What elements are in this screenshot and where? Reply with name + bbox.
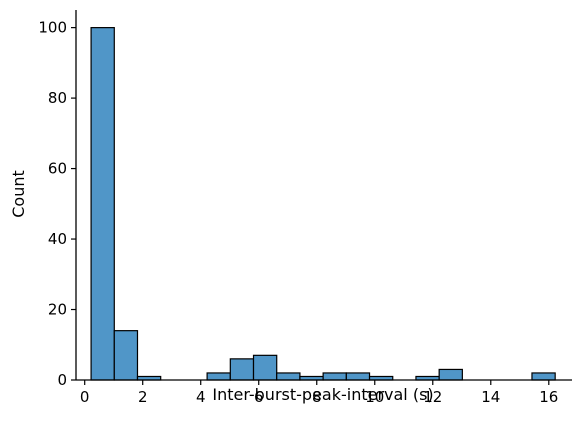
histogram-bar <box>322 372 347 381</box>
x-tick-label: 0 <box>80 388 90 406</box>
x-axis: 0 2 4 6 8 10 12 14 16 <box>76 379 572 406</box>
histogram-bars <box>90 27 556 381</box>
x-tick-label: 16 <box>539 388 558 406</box>
x-tick-label: 12 <box>423 388 442 406</box>
x-tick-label: 8 <box>312 388 322 406</box>
x-tick-label: 2 <box>138 388 148 406</box>
histogram-bar <box>345 372 371 381</box>
x-tick-label: 14 <box>481 388 500 406</box>
y-axis-label: Count <box>9 170 28 218</box>
histogram-bar <box>531 372 556 381</box>
histogram-bar <box>252 354 278 381</box>
histogram-bar <box>276 372 301 381</box>
histogram-bar <box>206 372 231 381</box>
x-tick-label: 6 <box>254 388 264 406</box>
y-tick-label: 20 <box>48 301 67 319</box>
histogram-bar <box>90 27 115 381</box>
x-tick-label: 10 <box>365 388 384 406</box>
y-tick-label: 0 <box>57 371 67 389</box>
x-axis-label: Inter-burst-peak-interval (s) <box>212 385 433 404</box>
histogram-bar <box>113 330 139 381</box>
y-tick-label: 60 <box>48 160 67 178</box>
y-tick-label: 40 <box>48 230 67 248</box>
histogram-bar <box>438 368 463 381</box>
x-tick-label: 4 <box>196 388 206 406</box>
y-tick-label: 80 <box>48 89 67 107</box>
y-axis: 0 20 40 60 80 100 <box>38 10 77 389</box>
y-tick-label: 100 <box>38 19 67 37</box>
histogram-bar <box>229 358 255 381</box>
